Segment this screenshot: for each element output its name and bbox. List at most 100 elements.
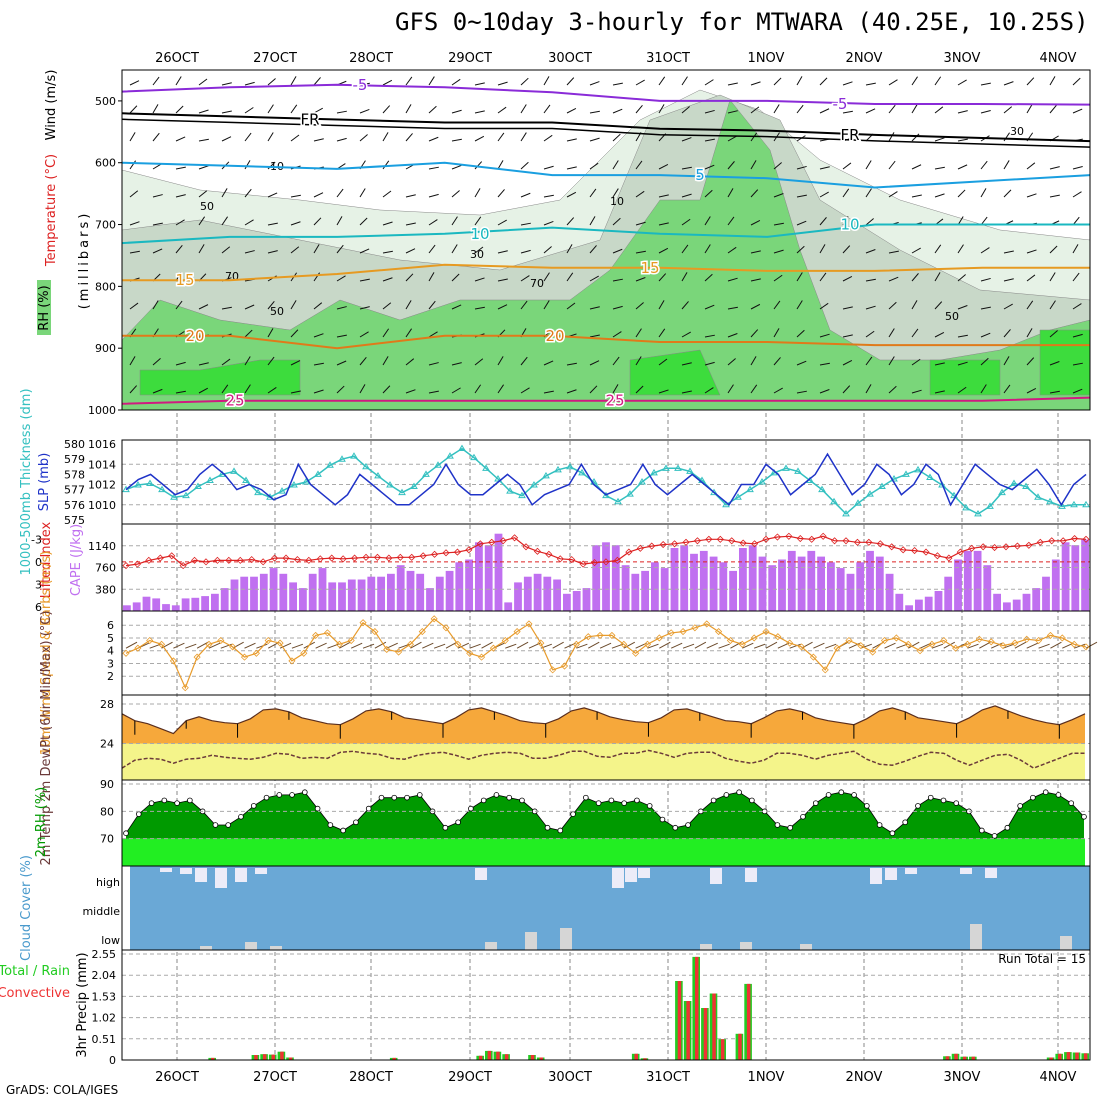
wind-barb xyxy=(1003,303,1013,310)
thickness-marker xyxy=(626,490,634,497)
wind-barb xyxy=(888,250,899,254)
wind-barb xyxy=(152,358,161,366)
cape-bar xyxy=(406,570,415,611)
wind-barb xyxy=(842,245,851,254)
wind-barb xyxy=(382,250,393,254)
wind-barb xyxy=(520,192,531,198)
cape-bar xyxy=(523,576,532,611)
temperature-contour-label: 25 xyxy=(605,392,624,410)
wind-barb xyxy=(1003,160,1010,170)
wind-speed-marker xyxy=(205,640,213,648)
wind-barb xyxy=(727,333,738,338)
cape-bar xyxy=(123,605,131,611)
wind-barb xyxy=(173,642,185,649)
lifted-index-marker xyxy=(716,535,724,543)
rh-marker xyxy=(506,794,513,801)
top-date-label: 26OCT xyxy=(155,51,199,66)
rh-marker xyxy=(187,797,193,804)
cape-bar xyxy=(387,573,395,611)
cape-bar xyxy=(171,605,180,611)
cape-bar xyxy=(807,550,816,611)
lifted-index-marker xyxy=(1013,542,1021,550)
wind-barb xyxy=(694,641,707,649)
wind-barb xyxy=(727,216,735,226)
rh-marker xyxy=(314,805,321,812)
wind-speed-marker xyxy=(975,635,983,643)
wind-speed-marker xyxy=(1082,643,1090,651)
wind-barb xyxy=(623,641,636,649)
wind-barb xyxy=(635,79,645,86)
wind-barb xyxy=(635,356,642,366)
rh-marker xyxy=(723,792,730,798)
wind-barb xyxy=(681,272,688,282)
rh-marker xyxy=(800,813,806,820)
cape-bar xyxy=(719,562,728,611)
wind-barb xyxy=(819,244,826,254)
wind-barb xyxy=(336,137,347,142)
high-cloud-bar xyxy=(745,868,757,882)
wind-barb xyxy=(1003,278,1014,282)
wind-barb xyxy=(658,328,666,338)
wind-barb xyxy=(543,272,550,282)
wind-barb xyxy=(842,359,853,366)
wind-barb xyxy=(911,328,919,338)
lifted-index-marker xyxy=(739,539,747,547)
wind-speed-marker xyxy=(715,628,723,636)
wind-barb xyxy=(244,384,251,394)
wind-speed-marker xyxy=(240,653,249,661)
wind-barb xyxy=(865,330,875,338)
temperature-contour xyxy=(121,396,1091,405)
wind-barb xyxy=(336,244,344,254)
wind-barb xyxy=(474,82,485,86)
wind-barb xyxy=(336,360,347,366)
wind-barb xyxy=(428,219,438,226)
wind-barb xyxy=(957,334,968,338)
wind-barb xyxy=(706,642,718,649)
wind-barb xyxy=(612,133,621,142)
high-cloud-bar xyxy=(235,868,247,882)
thickness-marker xyxy=(314,470,322,477)
temperature-contour xyxy=(121,118,1091,148)
lifted-index-marker xyxy=(568,556,576,564)
cape-bar xyxy=(621,565,630,611)
wind-barb xyxy=(727,161,735,170)
rh-marker xyxy=(621,800,627,806)
wind-barb xyxy=(635,105,643,114)
wind-barb xyxy=(750,356,757,366)
precip-convective-bar xyxy=(1066,1052,1071,1060)
thickness-marker xyxy=(734,493,742,500)
thickness-marker xyxy=(1022,482,1030,490)
rh-marker xyxy=(979,827,985,834)
cape-bar xyxy=(191,597,200,611)
high-cloud-bar xyxy=(612,868,624,888)
wind-barb xyxy=(543,300,550,310)
wind-barb xyxy=(198,244,205,254)
wind-barb xyxy=(681,193,692,198)
wind-barb xyxy=(819,166,830,170)
wind-barb xyxy=(647,643,659,649)
wind-barb xyxy=(208,642,221,649)
wind-barb xyxy=(1049,272,1056,282)
wind-barb xyxy=(543,134,553,142)
wind-barb xyxy=(1026,193,1037,198)
wind-barb xyxy=(129,190,139,198)
wind-speed-marker xyxy=(229,643,237,651)
thickness-marker xyxy=(398,488,406,496)
wind-barb xyxy=(934,390,945,394)
thickness-marker xyxy=(878,482,886,490)
cape-bar xyxy=(699,550,708,611)
rh-marker xyxy=(787,824,794,831)
temperature-line xyxy=(121,705,1086,735)
wind-barb xyxy=(1072,362,1083,366)
wind-barb xyxy=(742,642,754,649)
cape-bar xyxy=(729,570,737,611)
wind-barb xyxy=(497,304,508,310)
wind-barb xyxy=(773,104,780,114)
wind-barb xyxy=(825,643,837,649)
wind-barb xyxy=(842,334,853,338)
wind-barb xyxy=(359,278,370,282)
wind-barb xyxy=(773,274,783,282)
cape-bar xyxy=(915,599,923,611)
wind-barb xyxy=(451,304,462,310)
wind-barb xyxy=(1049,194,1060,198)
